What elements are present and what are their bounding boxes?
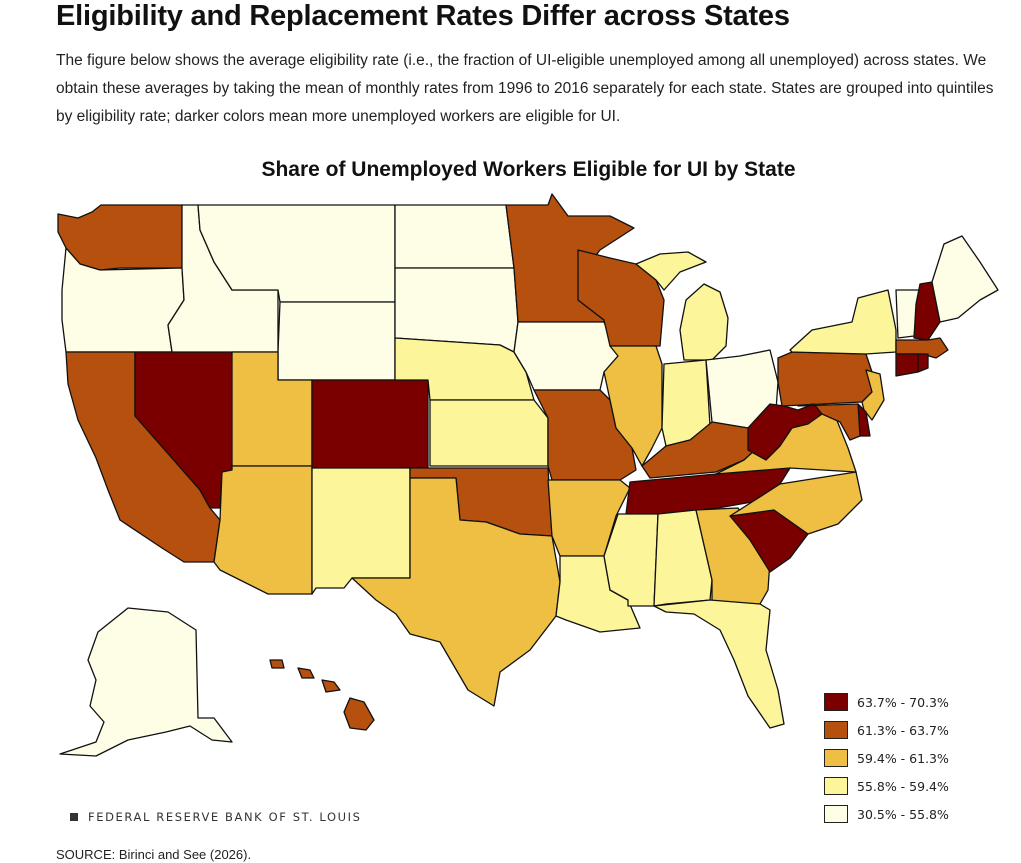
brand-footer: FEDERAL RESERVE BANK OF ST. LOUIS xyxy=(70,810,362,824)
legend-item: 61.3% - 63.7% xyxy=(824,716,949,744)
state-pa[interactable] xyxy=(777,351,873,407)
state-fl[interactable] xyxy=(653,599,785,729)
state-tx[interactable] xyxy=(351,477,561,707)
intro-paragraph: The figure below shows the average eligi… xyxy=(56,52,994,125)
brand-square-icon xyxy=(70,813,78,821)
state-ny[interactable] xyxy=(789,289,897,355)
legend-label: 63.7% - 70.3% xyxy=(857,694,949,710)
legend-label: 61.3% - 63.7% xyxy=(857,722,949,738)
state-hi[interactable] xyxy=(343,697,375,731)
state-wa[interactable] xyxy=(57,204,183,271)
state-hi-kauai[interactable] xyxy=(269,659,285,669)
state-nj[interactable] xyxy=(861,369,885,421)
page-headline: Eligibility and Replacement Rates Differ… xyxy=(56,0,790,32)
state-me[interactable] xyxy=(931,235,999,323)
legend-label: 59.4% - 61.3% xyxy=(857,750,949,766)
state-mo[interactable] xyxy=(533,389,637,481)
state-ak[interactable] xyxy=(59,607,233,757)
state-co[interactable] xyxy=(311,379,429,469)
state-mi[interactable] xyxy=(679,283,729,361)
legend-label: 55.8% - 59.4% xyxy=(857,778,949,794)
map-legend: 63.7% - 70.3% 61.3% - 63.7% 59.4% - 61.3… xyxy=(824,688,949,828)
state-ri[interactable] xyxy=(917,353,929,373)
state-nc[interactable] xyxy=(729,471,863,535)
state-ct[interactable] xyxy=(895,353,919,377)
state-hi-maui[interactable] xyxy=(321,679,341,693)
legend-swatch xyxy=(824,721,848,739)
us-choropleth-map xyxy=(57,193,999,757)
state-ia[interactable] xyxy=(513,321,619,391)
source-note: SOURCE: Birinci and See (2026). xyxy=(56,847,252,862)
brand-name: FEDERAL RESERVE BANK OF ST. LOUIS xyxy=(88,810,362,824)
state-mi-upper[interactable] xyxy=(635,251,707,291)
legend-swatch xyxy=(824,749,848,767)
state-az[interactable] xyxy=(213,465,313,595)
state-wi[interactable] xyxy=(577,249,665,347)
state-nm[interactable] xyxy=(311,467,411,595)
state-wy[interactable] xyxy=(277,301,396,381)
legend-item: 59.4% - 61.3% xyxy=(824,744,949,772)
state-hi-oahu[interactable] xyxy=(297,667,315,679)
legend-swatch xyxy=(824,805,848,823)
state-ks[interactable] xyxy=(429,399,549,467)
legend-item: 30.5% - 55.8% xyxy=(824,800,949,828)
legend-swatch xyxy=(824,777,848,795)
legend-item: 63.7% - 70.3% xyxy=(824,688,949,716)
legend-item: 55.8% - 59.4% xyxy=(824,772,949,800)
legend-label: 30.5% - 55.8% xyxy=(857,806,949,822)
map-title: Share of Unemployed Workers Eligible for… xyxy=(261,158,796,181)
state-md[interactable] xyxy=(797,403,861,441)
state-nd[interactable] xyxy=(394,204,515,269)
legend-swatch xyxy=(824,693,848,711)
